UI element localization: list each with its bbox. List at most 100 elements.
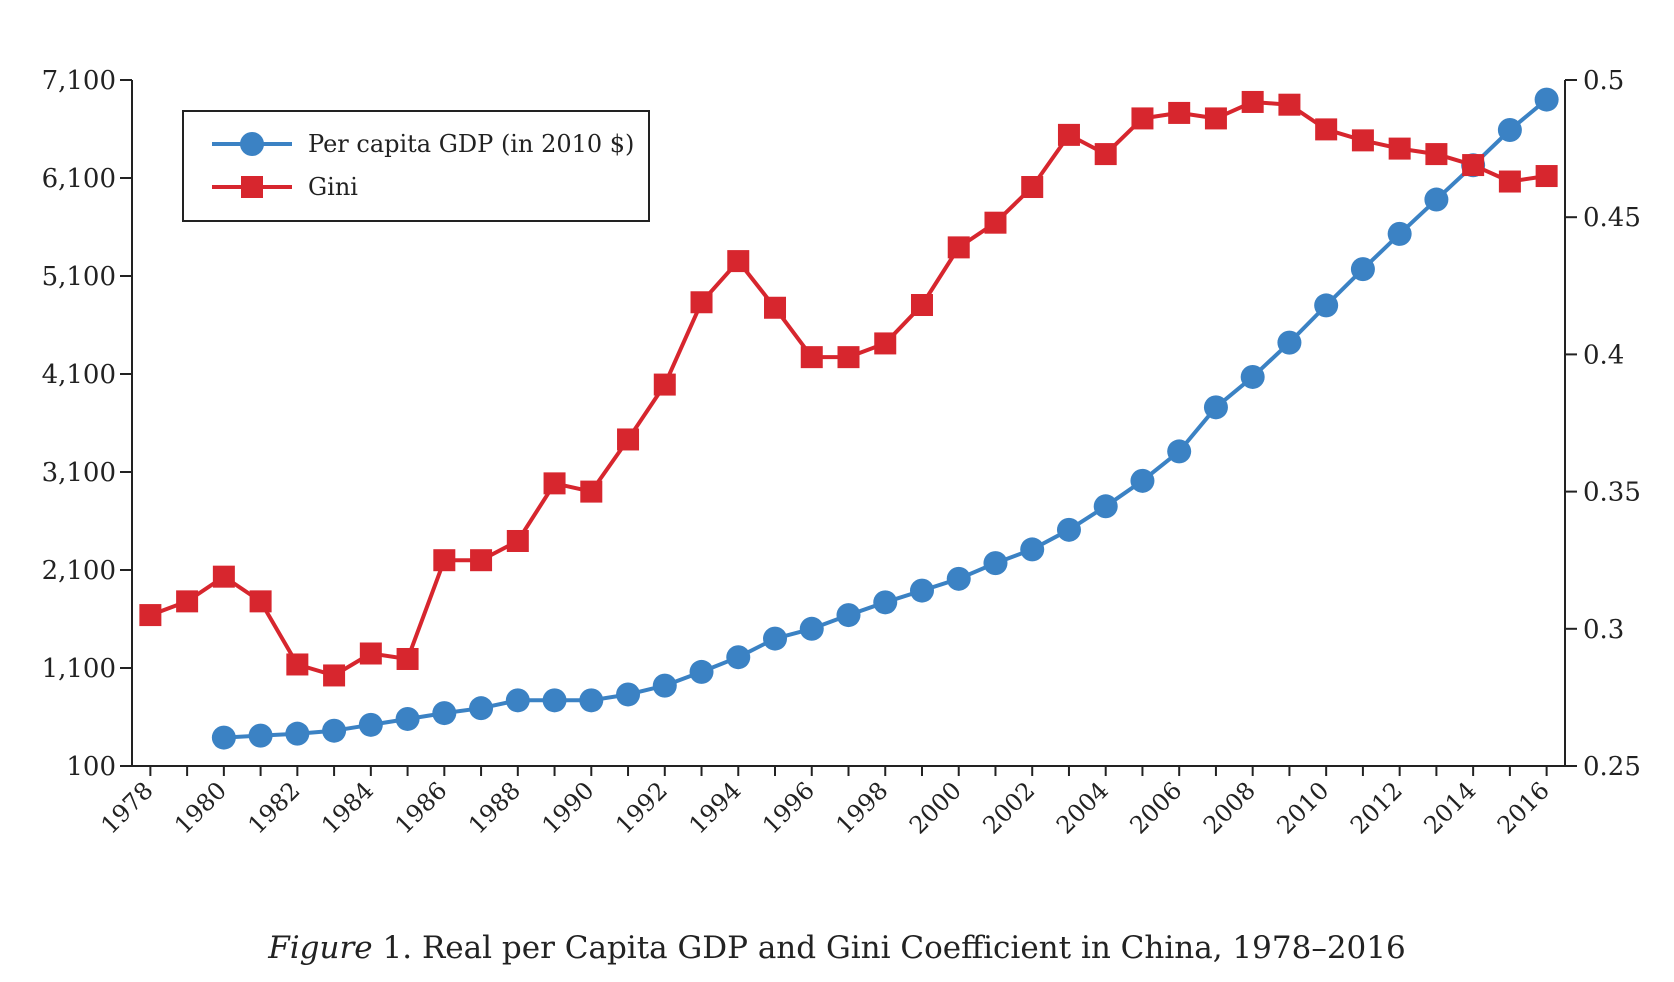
x-tick-label: 1998 bbox=[830, 776, 893, 839]
x-tick-label: 1988 bbox=[463, 776, 526, 839]
data-point bbox=[506, 529, 529, 552]
data-point bbox=[1387, 221, 1412, 246]
y-left-tick-label: 3,100 bbox=[42, 458, 116, 488]
x-tick-label: 1978 bbox=[96, 776, 159, 839]
chart-series-layer bbox=[139, 87, 1559, 750]
figure-caption: Figure 1. Real per Capita GDP and Gini C… bbox=[0, 930, 1674, 966]
data-point bbox=[395, 706, 420, 731]
series-gini bbox=[139, 90, 1558, 687]
legend-label-gini: Gini bbox=[308, 173, 358, 201]
data-point bbox=[139, 604, 162, 627]
y-left-tick-label: 2,100 bbox=[42, 556, 116, 586]
data-point bbox=[1240, 364, 1265, 389]
y-left-tick-label: 4,100 bbox=[42, 360, 116, 390]
data-point bbox=[1278, 93, 1301, 116]
data-point bbox=[1425, 143, 1448, 166]
data-point bbox=[800, 346, 823, 369]
data-point bbox=[837, 346, 860, 369]
data-point bbox=[469, 696, 494, 721]
data-point bbox=[322, 718, 347, 743]
data-point bbox=[1168, 101, 1191, 124]
data-point bbox=[359, 642, 382, 665]
data-point bbox=[1130, 468, 1155, 493]
data-point bbox=[1351, 129, 1374, 152]
data-point bbox=[909, 578, 934, 603]
chart-legend: Per capita GDP (in 2010 $) Gini bbox=[182, 110, 650, 222]
data-point bbox=[1497, 117, 1522, 142]
y-right-tick-label: 0.3 bbox=[1583, 615, 1624, 645]
data-point bbox=[984, 211, 1007, 234]
data-point bbox=[248, 723, 273, 748]
data-point bbox=[764, 296, 787, 319]
y-left-tick-label: 5,100 bbox=[42, 262, 116, 292]
x-tick-label: 2012 bbox=[1345, 776, 1408, 839]
x-tick-label: 2006 bbox=[1124, 776, 1187, 839]
data-point bbox=[616, 682, 641, 707]
data-point bbox=[1534, 87, 1559, 112]
data-point bbox=[1314, 293, 1339, 318]
data-point bbox=[726, 645, 751, 670]
data-point bbox=[286, 653, 309, 676]
y-left-tick-label: 1,100 bbox=[42, 654, 116, 684]
x-tick-label: 2000 bbox=[904, 776, 967, 839]
x-tick-label: 1994 bbox=[684, 776, 747, 839]
data-point bbox=[249, 590, 272, 613]
y-right-tick-label: 0.4 bbox=[1583, 340, 1624, 370]
data-point bbox=[1167, 439, 1192, 464]
data-point bbox=[505, 688, 530, 713]
data-point bbox=[1020, 537, 1045, 562]
data-point bbox=[580, 480, 603, 503]
data-point bbox=[910, 294, 933, 317]
data-point bbox=[543, 472, 566, 495]
data-point bbox=[727, 250, 750, 273]
y-left-tick-label: 7,100 bbox=[42, 66, 116, 96]
caption-prefix: Figure bbox=[268, 930, 373, 966]
data-point bbox=[470, 549, 493, 572]
data-point bbox=[211, 725, 236, 750]
x-tick-label: 2008 bbox=[1198, 776, 1261, 839]
x-tick-label: 1986 bbox=[390, 776, 453, 839]
x-tick-label: 2016 bbox=[1492, 776, 1555, 839]
data-point bbox=[653, 373, 676, 396]
data-point bbox=[1057, 123, 1080, 146]
data-point bbox=[763, 626, 788, 651]
data-point bbox=[1021, 176, 1044, 199]
data-point bbox=[1388, 137, 1411, 160]
data-point bbox=[1350, 257, 1375, 282]
data-point bbox=[176, 590, 199, 613]
x-tick-label: 1996 bbox=[757, 776, 820, 839]
data-point bbox=[873, 590, 898, 615]
data-point bbox=[1462, 154, 1485, 177]
y-left-tick-label: 6,100 bbox=[42, 164, 116, 194]
data-point bbox=[212, 565, 235, 588]
y-right-tick-label: 0.35 bbox=[1583, 478, 1641, 508]
data-point bbox=[1535, 165, 1558, 188]
data-point bbox=[1094, 143, 1117, 166]
x-tick-label: 2004 bbox=[1051, 776, 1114, 839]
data-point bbox=[1056, 517, 1081, 542]
data-point bbox=[690, 291, 713, 314]
data-point bbox=[689, 659, 714, 684]
data-point bbox=[1277, 330, 1302, 355]
data-point bbox=[1315, 118, 1338, 141]
data-point bbox=[1241, 90, 1264, 113]
x-tick-label: 2010 bbox=[1271, 776, 1334, 839]
x-tick-label: 2014 bbox=[1418, 776, 1481, 839]
x-tick-label: 2002 bbox=[977, 776, 1040, 839]
x-tick-label: 1982 bbox=[243, 776, 306, 839]
data-point bbox=[983, 551, 1008, 576]
legend-marker-gini bbox=[212, 176, 292, 198]
y-right-tick-label: 0.45 bbox=[1583, 203, 1641, 233]
data-point bbox=[432, 701, 457, 726]
data-point bbox=[1093, 494, 1118, 519]
x-tick-label: 1990 bbox=[537, 776, 600, 839]
x-tick-label: 1992 bbox=[610, 776, 673, 839]
legend-label-gdp: Per capita GDP (in 2010 $) bbox=[308, 130, 635, 158]
legend-marker-gdp bbox=[212, 132, 292, 156]
data-point bbox=[542, 688, 567, 713]
data-point bbox=[358, 712, 383, 737]
data-point bbox=[836, 603, 861, 628]
data-point bbox=[323, 664, 346, 687]
data-point bbox=[1498, 170, 1521, 193]
